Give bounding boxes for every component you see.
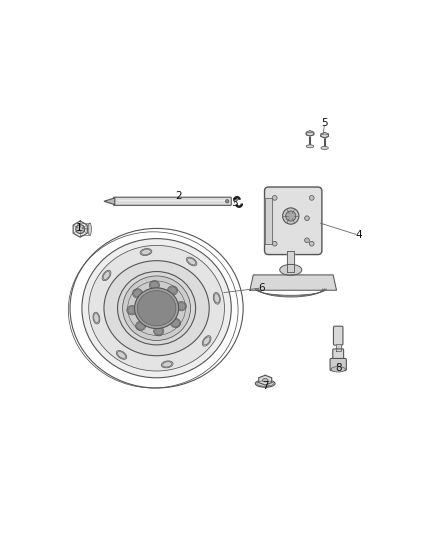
Ellipse shape — [93, 312, 100, 324]
Circle shape — [283, 208, 299, 224]
Ellipse shape — [128, 306, 136, 314]
FancyBboxPatch shape — [333, 349, 344, 362]
Ellipse shape — [262, 378, 268, 382]
Polygon shape — [336, 344, 341, 351]
Circle shape — [304, 216, 309, 221]
Ellipse shape — [213, 293, 220, 304]
Ellipse shape — [137, 290, 176, 326]
Ellipse shape — [306, 132, 314, 136]
Text: 1: 1 — [76, 223, 83, 233]
Ellipse shape — [169, 287, 177, 294]
Circle shape — [304, 238, 309, 243]
Ellipse shape — [134, 289, 141, 297]
Text: 5: 5 — [321, 118, 328, 128]
Polygon shape — [321, 132, 328, 138]
Text: 8: 8 — [335, 362, 342, 373]
FancyBboxPatch shape — [333, 326, 343, 345]
Ellipse shape — [88, 223, 92, 235]
Ellipse shape — [167, 286, 177, 295]
Ellipse shape — [102, 270, 111, 281]
Circle shape — [76, 225, 85, 233]
Ellipse shape — [161, 361, 173, 368]
Ellipse shape — [170, 318, 180, 328]
Ellipse shape — [136, 321, 146, 330]
Ellipse shape — [255, 380, 275, 387]
Ellipse shape — [140, 248, 152, 255]
Ellipse shape — [117, 271, 196, 345]
Circle shape — [309, 196, 314, 200]
Ellipse shape — [154, 327, 164, 336]
Circle shape — [286, 211, 296, 221]
Ellipse shape — [321, 147, 328, 150]
Ellipse shape — [88, 245, 224, 371]
Text: 4: 4 — [355, 230, 362, 240]
Ellipse shape — [123, 276, 191, 341]
FancyBboxPatch shape — [113, 197, 231, 205]
Ellipse shape — [306, 145, 314, 148]
Ellipse shape — [137, 322, 145, 329]
Ellipse shape — [127, 305, 137, 315]
Ellipse shape — [280, 264, 302, 275]
Ellipse shape — [177, 302, 185, 310]
Polygon shape — [265, 198, 272, 244]
Circle shape — [226, 199, 229, 203]
Circle shape — [309, 241, 314, 246]
Ellipse shape — [133, 289, 143, 298]
Ellipse shape — [117, 351, 127, 359]
Ellipse shape — [149, 280, 159, 290]
Polygon shape — [287, 251, 294, 271]
Ellipse shape — [187, 257, 197, 266]
Ellipse shape — [176, 302, 186, 311]
Ellipse shape — [331, 367, 345, 372]
Ellipse shape — [321, 134, 328, 138]
Polygon shape — [73, 221, 87, 237]
Polygon shape — [306, 131, 314, 136]
Text: 3: 3 — [231, 198, 238, 208]
Text: 6: 6 — [258, 283, 265, 293]
Circle shape — [272, 241, 277, 246]
FancyBboxPatch shape — [330, 358, 346, 370]
Polygon shape — [104, 198, 115, 205]
Ellipse shape — [202, 336, 211, 346]
Ellipse shape — [82, 239, 231, 378]
Ellipse shape — [172, 319, 180, 327]
FancyBboxPatch shape — [265, 187, 322, 255]
Polygon shape — [250, 275, 336, 290]
Ellipse shape — [134, 288, 179, 328]
Circle shape — [272, 196, 277, 200]
Text: 7: 7 — [262, 381, 268, 391]
Ellipse shape — [150, 281, 159, 289]
Ellipse shape — [104, 261, 209, 356]
Text: 2: 2 — [175, 191, 182, 201]
Polygon shape — [259, 375, 272, 385]
Ellipse shape — [155, 327, 163, 335]
